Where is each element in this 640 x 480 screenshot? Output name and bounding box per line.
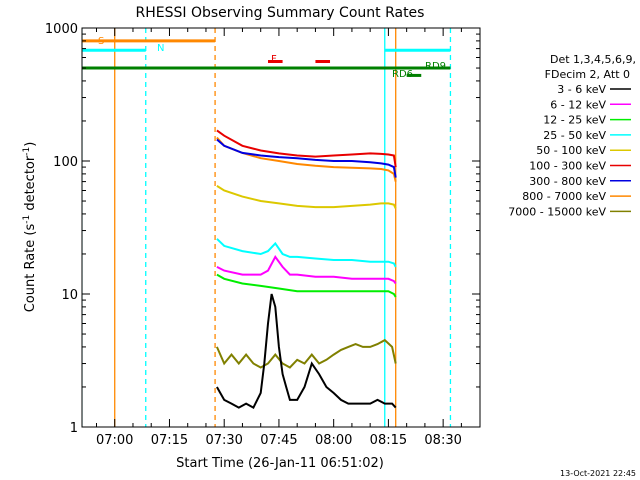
plot-border <box>81 27 481 428</box>
series-line-2 <box>216 138 397 178</box>
y-tick-label-0: 1 <box>70 421 78 436</box>
x-tick-label-0: 07:00 <box>96 433 133 448</box>
y-tick-label-1: 10 <box>61 288 78 303</box>
x-axis-label: Start Time (26-Jan-11 06:51:02) <box>176 456 384 471</box>
legend-label-3: 25 - 50 keV <box>543 129 606 142</box>
legend-label-1: 6 - 12 keV <box>550 98 606 111</box>
y-label-part2: detector <box>23 155 38 215</box>
legend-label-4: 50 - 100 keV <box>536 144 606 157</box>
plot-frame <box>81 27 481 428</box>
x-tick-label-4: 08:00 <box>315 433 352 448</box>
y-tick-label-3: 1000 <box>45 22 78 37</box>
axes: S N F RD9 RD6 07:00 07:15 07:30 07:45 08:00 08:15 0… <box>45 22 480 448</box>
y-label-part1: Count Rate (s <box>23 224 38 313</box>
x-tick-label-6: 08:30 <box>424 433 461 448</box>
legend: Det 1,3,4,5,6,9, FDecim 2, Att 0 3 - 6 k… <box>508 53 636 218</box>
series-line-5 <box>216 255 397 285</box>
series-line-4 <box>216 238 397 268</box>
series-line-3 <box>216 185 397 209</box>
y-label-sup2: -1 <box>22 147 32 156</box>
chart-title: RHESSI Observing Summary Count Rates <box>136 5 425 21</box>
status-label-f: F <box>271 54 277 65</box>
y-label-sup1: -1 <box>22 215 32 224</box>
legend-label-5: 100 - 300 keV <box>529 160 606 173</box>
legend-header-detectors: Det 1,3,4,5,6,9, <box>550 53 636 66</box>
legend-entries: 3 - 6 keV 6 - 12 keV 12 - 25 keV 25 - 50 ke… <box>508 83 631 218</box>
x-tick-label-1: 07:15 <box>151 433 188 448</box>
legend-label-8: 7000 - 15000 keV <box>508 205 606 218</box>
x-tick-label-3: 07:45 <box>260 433 297 448</box>
y-label-part3: ) <box>23 142 38 147</box>
series-line-6 <box>216 273 397 298</box>
x-tick-label-2: 07:30 <box>205 433 242 448</box>
series-line-8 <box>216 293 397 409</box>
status-label-rd9: RD9 <box>425 61 446 72</box>
status-label-rd6: RD6 <box>392 69 413 80</box>
y-axis-label: Count Rate (s-1 detector-1) <box>22 142 38 313</box>
legend-header-fdecim: FDecim 2, Att 0 <box>545 68 630 81</box>
y-tick-label-2: 100 <box>53 155 78 170</box>
status-label-s: S <box>98 36 104 47</box>
x-tick-label-5: 08:15 <box>370 433 407 448</box>
plot-area <box>82 28 452 427</box>
status-label-n: N <box>157 43 164 54</box>
legend-label-6: 300 - 800 keV <box>529 175 606 188</box>
series-line-1 <box>216 129 397 168</box>
series-line-7 <box>215 338 397 369</box>
timestamp: 13-Oct-2021 22:45 <box>560 469 636 478</box>
legend-label-2: 12 - 25 keV <box>543 114 606 127</box>
legend-label-0: 3 - 6 keV <box>557 83 606 96</box>
legend-label-7: 800 - 7000 keV <box>522 190 606 203</box>
